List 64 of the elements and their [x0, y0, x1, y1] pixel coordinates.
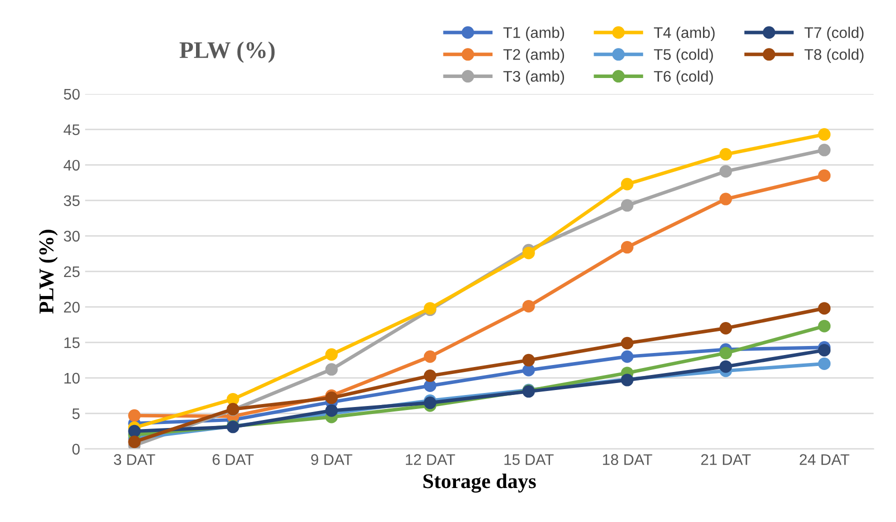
point [226, 392, 240, 406]
y-tick-label: 15 [64, 337, 80, 348]
point [818, 169, 831, 182]
point [325, 392, 338, 404]
point [620, 178, 634, 190]
point [720, 192, 732, 206]
point [720, 346, 732, 360]
point [128, 409, 141, 422]
y-tick-label: 0 [72, 444, 80, 455]
point [522, 364, 535, 376]
legend-label: T6 (cold) [654, 70, 713, 85]
point [818, 302, 831, 315]
x-tick-label: 12 DAT [406, 454, 456, 465]
y-tick-label: 50 [64, 88, 80, 100]
x-tick-label: 6 DAT [212, 454, 254, 466]
point [720, 148, 732, 161]
chart-title: PLW (%) [180, 41, 275, 63]
point [818, 357, 831, 370]
point [522, 300, 535, 312]
y-tick-label: 10 [64, 372, 80, 384]
point [720, 165, 732, 178]
x-tick-label: 24 DAT [800, 454, 850, 465]
point [128, 424, 141, 438]
point [325, 404, 338, 417]
point [620, 350, 634, 363]
y-tick-label: 35 [64, 195, 80, 206]
point [424, 350, 436, 363]
point [128, 436, 141, 448]
point [325, 348, 338, 361]
point [620, 199, 634, 212]
legend-label: T7 (cold) [804, 26, 864, 42]
point [818, 128, 831, 141]
point [424, 379, 436, 392]
x-axis-title: Storage days [423, 474, 536, 493]
point [424, 396, 436, 410]
legend-label: T2 (amb) [503, 48, 564, 63]
x-tick-label: 21 DAT [701, 454, 751, 465]
point [818, 344, 831, 356]
point [720, 322, 732, 334]
y-tick-label: 25 [64, 266, 80, 278]
y-tick-label: 40 [64, 160, 80, 171]
y-tick-label: 45 [64, 124, 80, 136]
y-tick-label: 30 [64, 230, 80, 242]
point [818, 144, 831, 156]
point [325, 363, 338, 376]
point [620, 241, 634, 254]
legend-label: T5 (cold) [654, 48, 713, 63]
x-tick-label: 3 DAT [114, 454, 156, 466]
point [818, 320, 831, 332]
point [620, 336, 634, 350]
legend-label: T8 (cold) [804, 48, 864, 63]
legend-label: T4 (amb) [654, 26, 715, 42]
point [424, 370, 436, 382]
x-tick-label: 15 DAT [504, 454, 554, 466]
legend-label: T1 (amb) [503, 26, 564, 42]
y-tick-label: 20 [64, 302, 80, 313]
x-tick-label: 18 DAT [603, 454, 652, 466]
x-tick-label: 9 DAT [311, 454, 352, 466]
point [720, 360, 732, 373]
y-axis-title: PLW (%) [38, 230, 58, 314]
y-tick-label: 5 [72, 408, 80, 420]
point [522, 246, 535, 260]
point [522, 354, 535, 366]
legend-label: T3 (amb) [503, 70, 564, 85]
